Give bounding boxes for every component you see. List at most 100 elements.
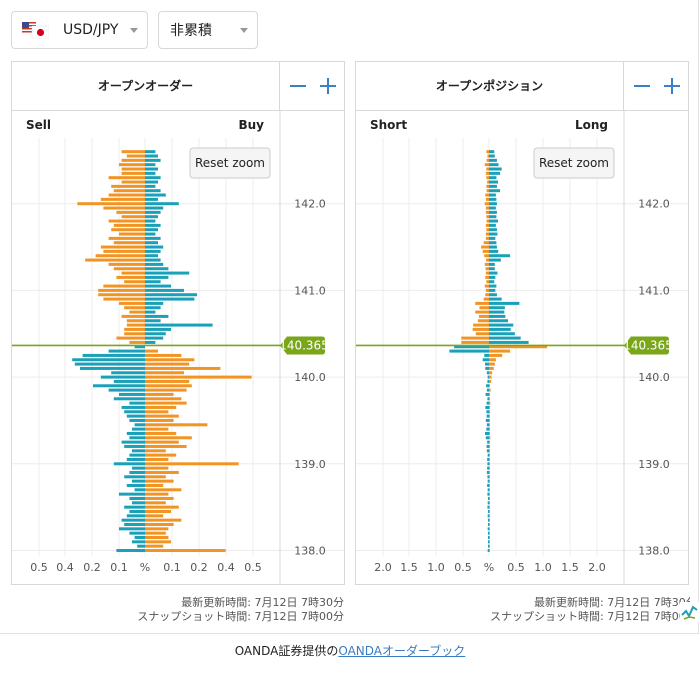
bar-long [489, 167, 502, 171]
panel-header: オープンポジション [356, 62, 688, 111]
bar-sell [108, 176, 145, 180]
bar-long [489, 293, 497, 297]
bar-sell [129, 470, 145, 474]
bar-short [486, 388, 489, 392]
bar-buy [145, 423, 208, 427]
reset-zoom-button[interactable]: Reset zoom [189, 147, 271, 179]
bar-long [489, 241, 497, 245]
bar-sell [80, 366, 145, 370]
bar-sell [108, 193, 145, 197]
bar-short [485, 267, 489, 271]
x-tick-label: % [484, 561, 494, 574]
open-orders-panel: オープンオーダー Sell Buy 140.365 142.0 141.0 140.0 13… [11, 61, 345, 585]
y-tick-label: 138.0 [638, 545, 670, 558]
bar-sell [108, 349, 145, 353]
bar-long [489, 275, 496, 279]
zoom-out-button[interactable] [286, 74, 310, 98]
bar-buy [145, 215, 158, 219]
bar-long [489, 527, 490, 531]
bar-short [449, 349, 489, 353]
bar-short [473, 323, 489, 327]
bar-long [489, 206, 496, 210]
bar-buy [145, 466, 169, 470]
bar-buy [145, 418, 174, 422]
bar-buy [145, 241, 158, 245]
bar-long [489, 384, 491, 388]
bar-sell [121, 158, 145, 162]
cumulative-mode-select[interactable]: 非累積 [158, 11, 258, 49]
bar-short [486, 427, 489, 431]
zoom-out-button[interactable] [630, 74, 654, 98]
bar-buy [145, 366, 221, 370]
bar-buy [145, 544, 164, 548]
bar-sell [121, 171, 145, 175]
bar-long [489, 379, 492, 383]
bar-short [487, 505, 489, 509]
currency-pair-select[interactable]: USD/JPY [11, 11, 148, 49]
bar-long [489, 301, 520, 305]
bar-buy [145, 176, 161, 180]
bar-buy [145, 202, 179, 206]
x-tick-label: 0.5 [507, 561, 525, 574]
bar-short [485, 436, 489, 440]
bar-buy [145, 483, 164, 487]
bar-sell [129, 401, 145, 405]
bar-short [487, 457, 489, 461]
bar-short [486, 184, 489, 188]
bar-sell [132, 501, 145, 505]
bar-short [487, 518, 489, 522]
bar-buy [145, 371, 184, 375]
bar-short [486, 470, 489, 474]
bar-buy [145, 189, 161, 193]
bar-short [486, 158, 489, 162]
bar-short [485, 405, 489, 409]
bar-long [489, 418, 490, 422]
bar-buy [145, 431, 177, 435]
orderbook-link[interactable]: OANDAオーダーブック [338, 644, 466, 658]
bar-sell [121, 167, 145, 171]
x-tick-label: 0.1 [163, 561, 181, 574]
bar-buy [145, 284, 171, 288]
bar-buy [145, 353, 182, 357]
bar-long [489, 414, 490, 418]
bar-sell [121, 314, 145, 318]
bar-short [483, 241, 489, 245]
bar-buy [145, 496, 174, 500]
bar-sell [129, 436, 145, 440]
bar-sell [103, 297, 145, 301]
reset-zoom-button[interactable]: Reset zoom [533, 147, 615, 179]
bar-sell [129, 418, 145, 422]
bar-long [489, 496, 490, 500]
bar-long [489, 522, 490, 526]
bar-sell [98, 288, 145, 292]
bar-sell [132, 466, 145, 470]
x-tick-label: 0.1 [110, 561, 128, 574]
bar-long [489, 236, 496, 240]
reset-zoom-label: Reset zoom [195, 156, 265, 170]
bar-long [489, 310, 505, 314]
bar-sell [113, 397, 145, 401]
bar-long [489, 388, 491, 392]
bar-long [489, 358, 496, 362]
zoom-in-button[interactable] [660, 74, 684, 98]
plus-icon [320, 78, 336, 94]
bar-sell [93, 384, 145, 388]
bar-short [485, 223, 489, 227]
bar-sell [124, 505, 145, 509]
bar-buy [145, 340, 156, 344]
y-tick-label: 142.0 [294, 198, 326, 211]
bar-buy [145, 349, 158, 353]
bar-buy [145, 293, 197, 297]
bar-short [486, 219, 489, 223]
bar-buy [145, 375, 252, 379]
bar-sell [113, 223, 145, 227]
bar-buy [145, 531, 166, 535]
zoom-in-button[interactable] [316, 74, 340, 98]
bar-short [487, 440, 489, 444]
bar-sell [108, 236, 145, 240]
chevron-down-icon [240, 28, 248, 33]
bar-sell [121, 150, 145, 154]
bar-sell [119, 492, 145, 496]
bar-sell [129, 340, 145, 344]
bar-buy [145, 297, 195, 301]
